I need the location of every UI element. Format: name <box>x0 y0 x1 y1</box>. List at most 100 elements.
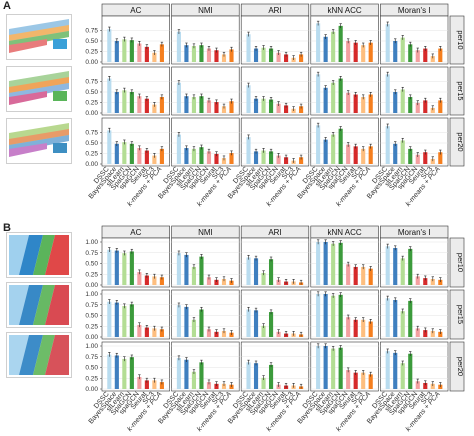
bar-stlearn <box>261 150 266 164</box>
bar-seurat <box>214 383 219 389</box>
bar-dssc <box>385 74 390 113</box>
bar-k-means-pca <box>438 152 443 164</box>
bar-stlearn <box>400 37 405 62</box>
bar-spagcn <box>338 78 343 113</box>
row-label: per10 <box>456 30 465 49</box>
bar-k-means-pca <box>368 321 373 337</box>
bar-sc3 <box>430 278 435 285</box>
bar-seurat <box>423 382 428 389</box>
bar-seurat <box>214 102 219 113</box>
bar-sc3 <box>152 104 157 113</box>
bar-seurat <box>353 319 358 337</box>
y-tick-label: 0.25 <box>85 49 98 56</box>
bar-spagcn <box>276 155 281 164</box>
bar-spagcn <box>408 148 413 164</box>
bar-spagcn <box>268 364 274 389</box>
bar-sc3 <box>221 383 227 389</box>
bar-stlearn <box>331 348 336 389</box>
facet-panel <box>310 15 379 65</box>
facet-panel <box>380 15 449 65</box>
bar-spagcn <box>415 50 420 62</box>
bar-stlearn <box>261 377 266 389</box>
row-label: per15 <box>456 305 465 324</box>
bar-sc3 <box>152 380 157 389</box>
y-tick-label: 0.00 <box>85 59 98 66</box>
bar-dssc <box>316 125 321 164</box>
facet-panel <box>310 117 379 167</box>
y-tick-label: 0.00 <box>85 282 98 289</box>
y-tick-label: 0.00 <box>85 334 98 341</box>
bar-bayesspace <box>114 250 119 285</box>
metric-label: kNN ACC <box>327 228 361 237</box>
bar-seurat <box>284 157 289 164</box>
bar-seurat <box>284 105 289 113</box>
row-strip <box>449 237 465 288</box>
y-tick-label: 0.00 <box>85 110 98 117</box>
bar-k-means-pca <box>159 277 164 285</box>
bar-dssc <box>316 294 321 337</box>
row-strip <box>449 66 465 116</box>
y-tick-label: 1.00 <box>85 343 98 350</box>
row-strip <box>449 289 465 340</box>
bar-spagcn <box>199 362 204 389</box>
bar-spagcn <box>408 44 413 62</box>
bar-sc3 <box>361 97 366 113</box>
bar-sc3 <box>221 278 227 285</box>
bar-spagcn <box>415 328 420 337</box>
y-tick-label: 0.00 <box>85 161 98 168</box>
bar-spagcn <box>276 279 281 285</box>
bar-seurat <box>353 94 358 113</box>
bar-bayesspace <box>114 355 119 389</box>
bar-stlearn <box>331 82 336 113</box>
bar-spagcn <box>276 331 281 337</box>
bar-sc3 <box>152 52 157 62</box>
bar-spagcn <box>408 248 413 285</box>
bar-sc3 <box>430 56 435 62</box>
bar-k-means-pca <box>299 54 304 62</box>
bar-bayesspace <box>323 87 328 113</box>
bar-bayesspace <box>253 98 259 113</box>
bar-sc3 <box>361 319 366 337</box>
bar-spagcn <box>346 92 351 113</box>
bar-dssc <box>246 309 251 337</box>
facet-panel <box>171 341 240 392</box>
bar-dssc <box>246 34 251 62</box>
bar-sc3 <box>361 266 366 285</box>
bar-stlearn <box>122 306 127 337</box>
bar-spagcn <box>408 300 413 337</box>
bar-stlearn <box>261 47 266 62</box>
facet-panel <box>310 341 379 392</box>
facet-panel <box>101 341 170 392</box>
bar-spagcn <box>338 347 343 389</box>
bar-k-means-pca <box>438 100 443 113</box>
y-tick-label: 0.75 <box>85 354 98 361</box>
bar-bayesspace <box>114 143 119 164</box>
bar-stlearn <box>331 295 336 337</box>
y-tick-label: 0.50 <box>85 313 98 320</box>
bar-bayesspace <box>393 352 398 389</box>
tissue-image-b-per15 <box>6 282 72 328</box>
facet-panel <box>380 237 449 288</box>
bar-bayesspace <box>184 306 189 337</box>
bar-dssc <box>107 78 112 113</box>
bar-spagcn <box>338 25 343 63</box>
bar-spagcn <box>268 151 274 164</box>
bar-stlearn <box>191 46 197 62</box>
bar-spagcn <box>199 309 204 337</box>
y-tick-label: 0.50 <box>85 261 98 268</box>
facet-panel <box>101 117 170 167</box>
facet-panel <box>171 117 240 167</box>
bar-dssc <box>316 242 321 285</box>
bar-stlearn <box>122 142 127 164</box>
bar-bayesspace <box>323 346 328 389</box>
bar-seurat <box>214 50 219 62</box>
y-tick-label: 0.25 <box>85 271 98 278</box>
bar-seurat <box>423 100 428 113</box>
bar-seurat <box>353 146 358 164</box>
bar-dssc <box>385 246 390 285</box>
bar-spagcn <box>415 102 420 113</box>
facet-panel <box>380 66 449 116</box>
facet-panel <box>240 15 310 65</box>
bar-k-means-pca <box>368 42 373 62</box>
bar-stlearn <box>261 325 266 337</box>
